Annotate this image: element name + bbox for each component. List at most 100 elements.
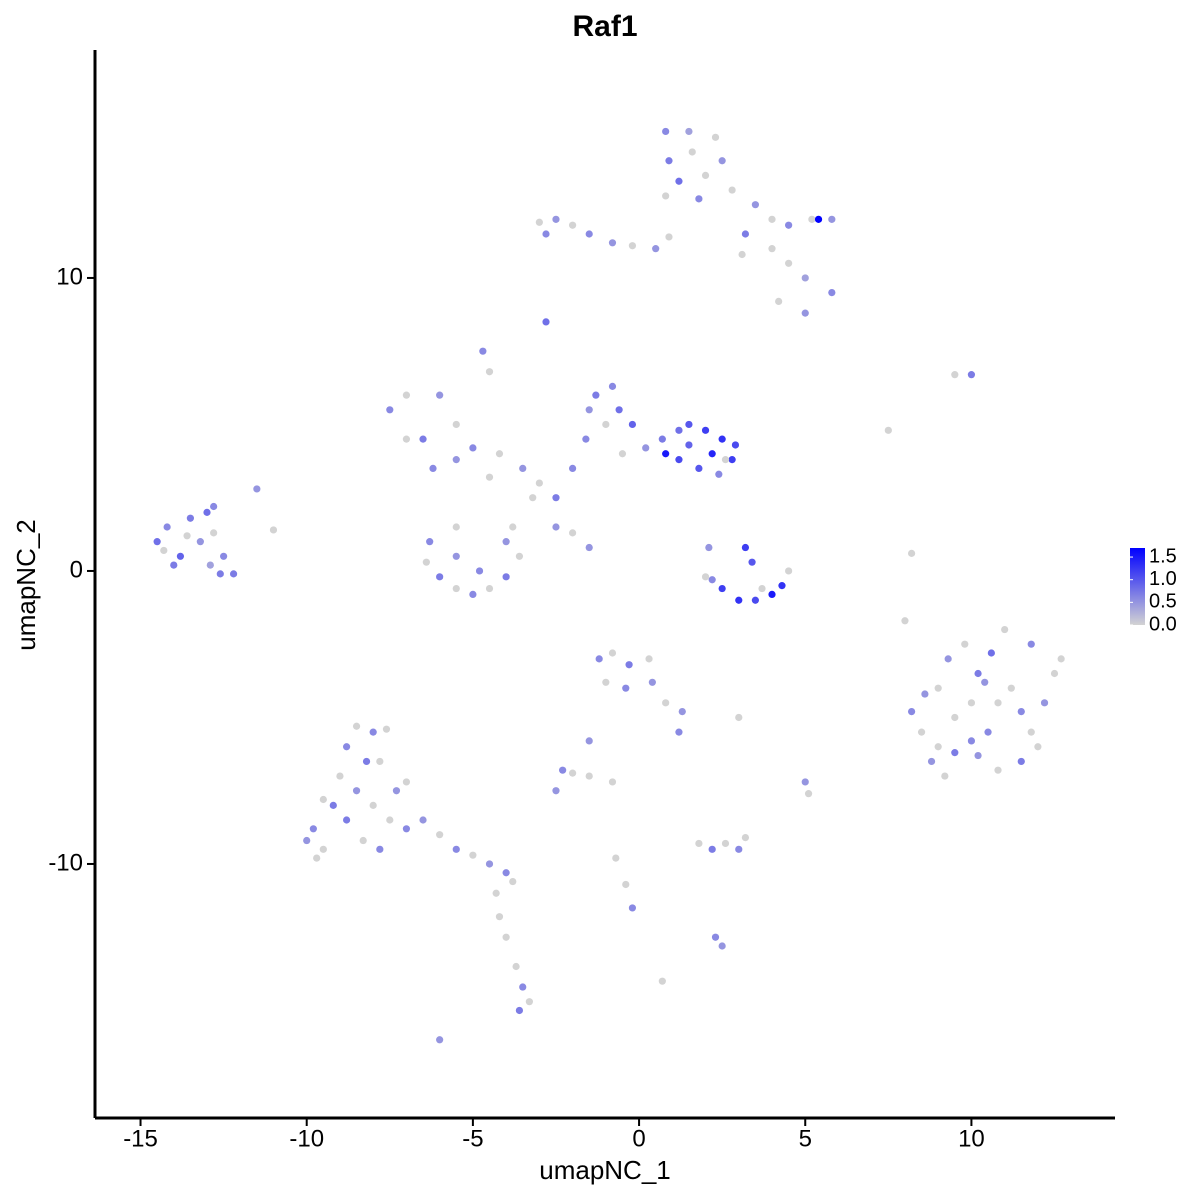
cell-point	[944, 655, 952, 663]
cell-point	[216, 570, 224, 578]
cell-point	[622, 880, 630, 889]
cell-point	[386, 406, 394, 414]
cell-point	[1001, 625, 1009, 634]
cell-point	[994, 699, 1002, 707]
cell-point	[628, 904, 637, 912]
x-tick-label: -10	[289, 1125, 324, 1152]
cell-point	[559, 766, 567, 774]
cell-point	[662, 699, 670, 707]
cell-point	[229, 570, 238, 578]
cell-point	[336, 772, 344, 780]
cell-point	[419, 435, 427, 443]
x-tick-label: -5	[462, 1125, 483, 1152]
cell-point	[967, 737, 976, 745]
cell-point	[485, 473, 494, 481]
cell-point	[502, 573, 510, 581]
cell-point	[602, 420, 610, 429]
cell-point	[662, 127, 670, 136]
cell-point	[741, 230, 750, 238]
cell-point	[715, 470, 723, 478]
cell-point	[741, 543, 750, 552]
x-tick-label: 0	[632, 1125, 645, 1152]
colorbar-tick-label: 1.0	[1149, 568, 1177, 590]
cell-point	[1017, 708, 1025, 716]
cell-point	[884, 426, 892, 434]
cell-point	[452, 552, 460, 560]
cell-point	[436, 831, 444, 839]
cell-point	[917, 728, 926, 736]
cell-point	[210, 529, 218, 537]
cell-point	[585, 406, 593, 414]
cell-point	[675, 456, 683, 464]
cell-point	[535, 218, 543, 226]
x-tick-label: 5	[799, 1125, 812, 1152]
cell-point	[359, 836, 367, 845]
cell-point	[160, 546, 168, 555]
colorbar-tick-label: 0.0	[1149, 613, 1177, 635]
cell-point	[402, 778, 411, 786]
cell-point	[678, 708, 686, 716]
cell-point	[828, 289, 836, 297]
cell-point	[642, 444, 650, 452]
cell-point	[768, 215, 776, 223]
cell-point	[552, 787, 560, 795]
cell-point	[801, 274, 809, 282]
cell-point	[721, 456, 730, 464]
chart-title: Raf1	[572, 10, 637, 43]
cell-point	[602, 678, 610, 686]
cell-point	[402, 391, 411, 399]
cell-point	[758, 584, 766, 593]
cell-point	[352, 722, 361, 730]
cell-point	[376, 845, 384, 853]
cell-point	[585, 772, 593, 780]
cell-point	[708, 576, 716, 584]
cell-point	[685, 441, 693, 449]
cell-point	[718, 435, 726, 443]
cell-point	[901, 617, 909, 625]
cell-point	[542, 318, 550, 326]
cell-point	[352, 787, 361, 795]
cell-point	[701, 171, 710, 180]
cell-point	[785, 221, 793, 229]
cell-point	[568, 464, 577, 473]
cell-point	[515, 552, 524, 560]
cell-point	[708, 845, 716, 853]
cell-point	[582, 435, 590, 443]
cell-point	[974, 669, 982, 678]
cell-point	[804, 790, 813, 798]
cell-point	[529, 494, 537, 502]
cell-point	[382, 725, 391, 733]
cell-point	[648, 678, 656, 686]
cell-point	[469, 590, 477, 599]
cell-point	[163, 523, 171, 531]
cell-point	[728, 186, 736, 194]
cell-point	[748, 558, 756, 566]
cell-point	[921, 690, 929, 698]
cell-point	[183, 532, 191, 540]
cell-point	[392, 787, 401, 795]
cell-point	[1027, 640, 1035, 648]
cell-point	[967, 699, 976, 707]
cell-point	[967, 371, 976, 379]
cell-point	[778, 582, 786, 590]
cell-point	[718, 157, 726, 165]
cell-point	[502, 538, 510, 546]
cell-point	[402, 435, 411, 443]
cell-point	[628, 242, 637, 250]
cell-point	[1027, 728, 1035, 736]
cell-point	[994, 766, 1002, 774]
cell-point	[1057, 655, 1065, 663]
cell-point	[735, 845, 743, 853]
cell-point	[731, 441, 740, 449]
cell-point	[479, 347, 487, 355]
cell-point	[512, 962, 520, 971]
cell-point	[628, 420, 637, 429]
cell-point	[705, 543, 713, 552]
cell-point	[695, 464, 703, 473]
x-tick-label: 10	[958, 1125, 985, 1152]
cell-point	[701, 573, 710, 581]
cell-point	[313, 854, 321, 862]
cell-point	[429, 464, 437, 473]
cell-point	[615, 406, 623, 414]
